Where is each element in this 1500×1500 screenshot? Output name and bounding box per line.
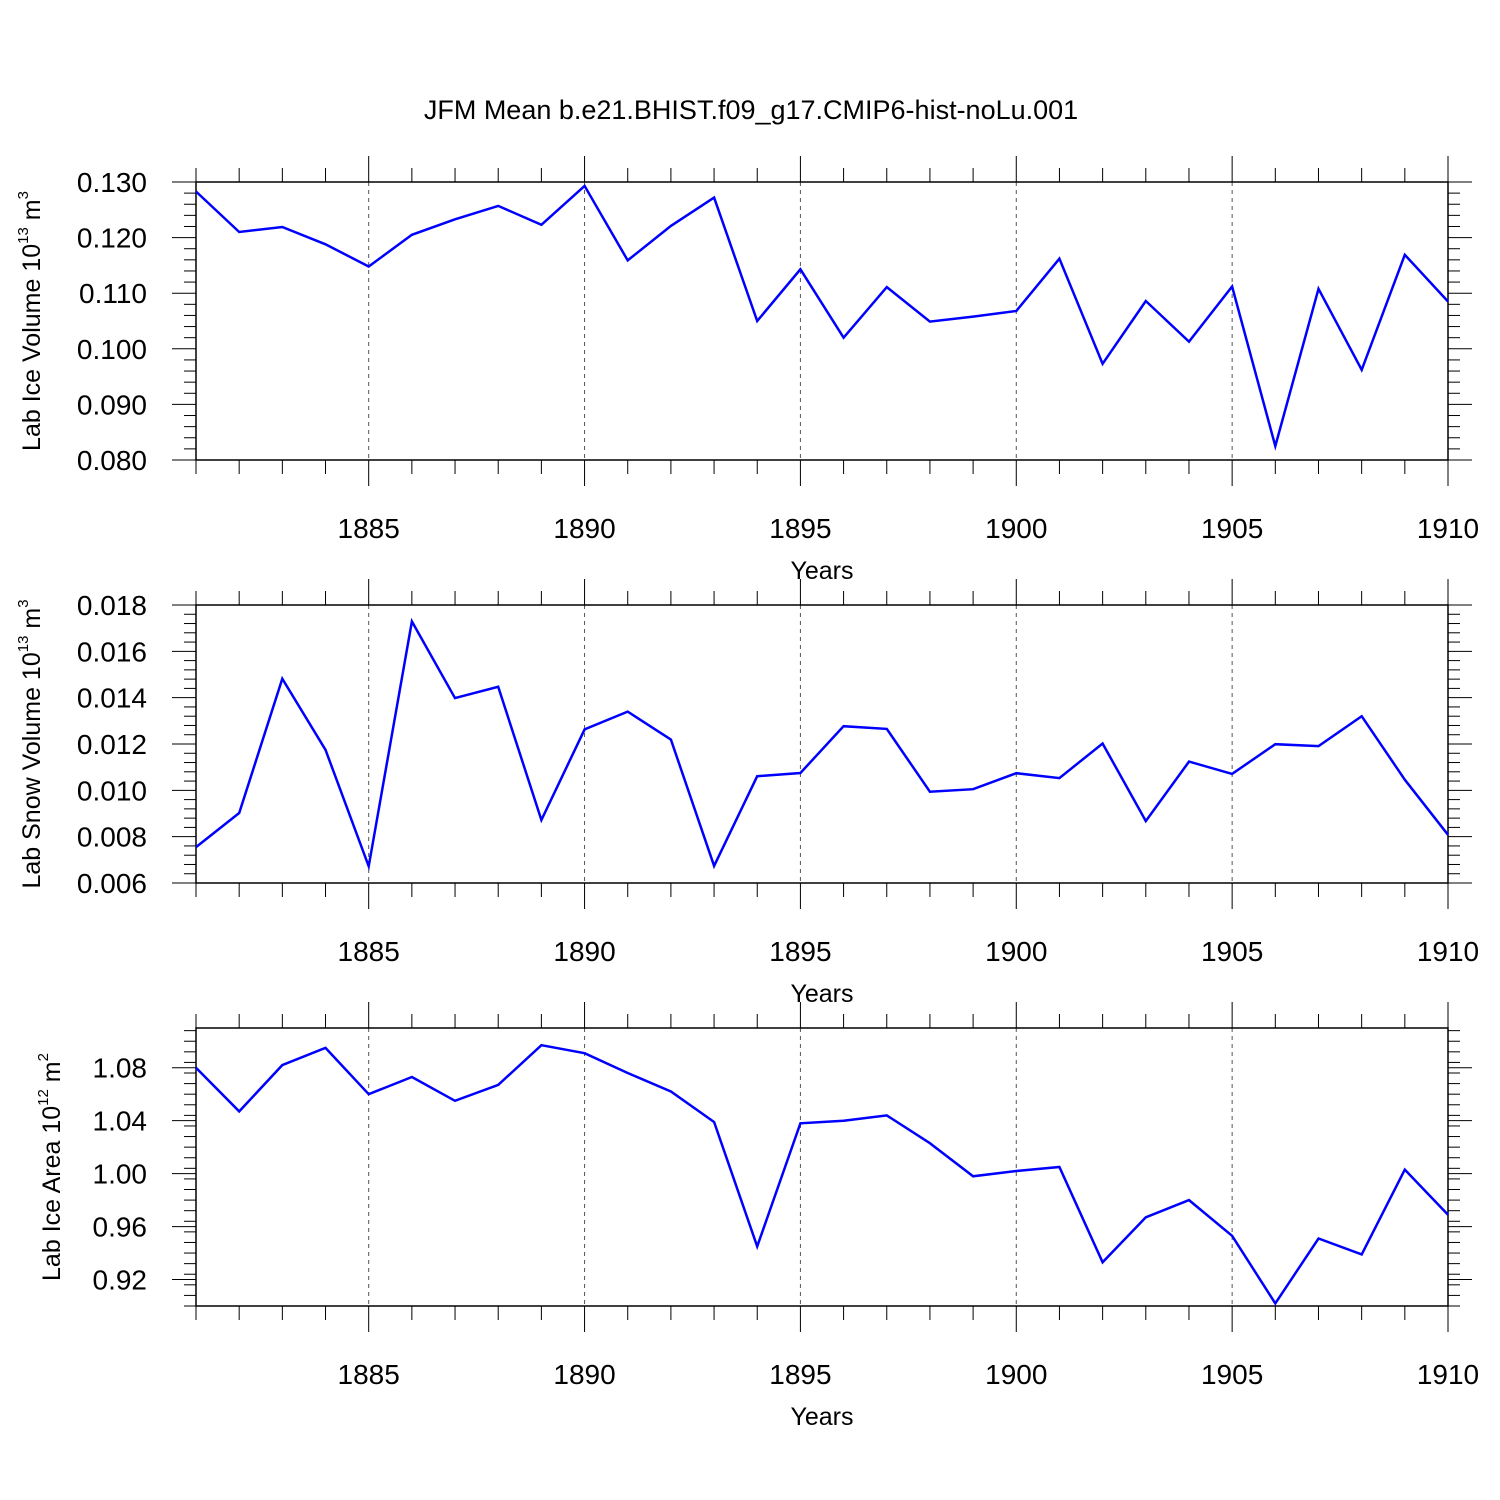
x-tick-label: 1910 — [1417, 1359, 1479, 1390]
x-tick-label: 1910 — [1417, 513, 1479, 544]
x-tick-label: 1890 — [553, 936, 615, 967]
y-tick-label: 1.04 — [93, 1106, 148, 1137]
plot-frame — [195, 604, 1449, 884]
y-axis-title-superscript: 3 — [15, 599, 32, 607]
plot-frame — [195, 181, 1449, 461]
series-line — [195, 617, 1449, 872]
x-tick-label: 1905 — [1201, 513, 1263, 544]
x-tick-label: 1885 — [338, 936, 400, 967]
x-tick-label: 1900 — [985, 1359, 1047, 1390]
y-axis-title-part: m — [18, 608, 46, 636]
x-tick-label: 1905 — [1201, 1359, 1263, 1390]
x-tick-label: 1890 — [553, 1359, 615, 1390]
y-axis-title-part: Lab Ice Area 10 — [38, 1106, 66, 1281]
x-tick-label: 1905 — [1201, 936, 1263, 967]
y-tick-label: 0.090 — [77, 389, 147, 420]
x-tick-label: 1890 — [553, 513, 615, 544]
y-axis-title-superscript: 13 — [15, 227, 32, 244]
x-axis-title: Years — [790, 1403, 853, 1431]
panel-1: 1885 1890 1895 1900 1905 1910 0.080 0.090 0.100 0… — [15, 156, 1479, 585]
y-tick-label: 0.012 — [77, 729, 147, 760]
panel-2: 1885 1890 1895 1900 1905 1910 0.006 0.008 0.010 0… — [15, 579, 1479, 1008]
y-tick-label: 0.008 — [77, 822, 147, 853]
y-axis-title: Lab Ice Volume 1013 m3 — [15, 191, 46, 451]
panel-3: 1885 1890 1895 1900 1905 1910 0.92 0.96 1.00 1.04… — [35, 1002, 1479, 1431]
series-line — [195, 183, 1449, 451]
y-tick-label: 0.006 — [77, 868, 147, 899]
y-axis-title-part: m — [38, 1061, 66, 1089]
x-axis-title: Years — [790, 557, 853, 585]
series-line — [195, 1043, 1449, 1306]
x-tick-label: 1885 — [338, 1359, 400, 1390]
y-axis-title-part: Lab Snow Volume 10 — [18, 652, 46, 888]
x-tick-label: 1895 — [769, 513, 831, 544]
y-tick-label: 1.08 — [93, 1053, 148, 1084]
y-tick-label: 0.014 — [77, 683, 147, 714]
y-tick-label: 0.100 — [77, 334, 147, 365]
x-tick-label: 1910 — [1417, 936, 1479, 967]
x-tick-label: 1900 — [985, 513, 1047, 544]
x-tick-label: 1885 — [338, 513, 400, 544]
y-tick-label: 0.080 — [77, 445, 147, 476]
y-axis-title-part: Lab Ice Volume 10 — [18, 244, 46, 451]
y-tick-label: 0.96 — [93, 1212, 148, 1243]
y-tick-label: 1.00 — [93, 1159, 148, 1190]
y-tick-label: 0.110 — [79, 278, 147, 309]
y-tick-label: 0.010 — [77, 775, 147, 806]
x-tick-label: 1895 — [769, 1359, 831, 1390]
y-axis-title: Lab Ice Area 1012 m2 — [35, 1053, 66, 1281]
y-axis-title-superscript: 13 — [15, 636, 32, 653]
x-tick-label: 1900 — [985, 936, 1047, 967]
y-axis-title-superscript: 12 — [35, 1089, 52, 1106]
y-axis-title-superscript: 3 — [15, 191, 32, 199]
panels: 1885 1890 1895 1900 1905 1910 0.080 0.090 0.100 0… — [15, 156, 1479, 1431]
y-tick-label: 0.018 — [77, 590, 147, 621]
chart-title: JFM Mean b.e21.BHIST.f09_g17.CMIP6-hist-… — [424, 95, 1078, 125]
y-tick-label: 0.120 — [77, 223, 147, 254]
y-tick-label: 0.130 — [77, 167, 147, 198]
y-axis-title-superscript: 2 — [35, 1053, 52, 1061]
y-axis-title-part: m — [18, 199, 46, 227]
x-tick-label: 1895 — [769, 936, 831, 967]
y-axis-title: Lab Snow Volume 1013 m3 — [15, 599, 46, 888]
plot-frame — [195, 1027, 1449, 1307]
y-tick-label: 0.92 — [93, 1265, 148, 1296]
x-axis-title: Years — [790, 980, 853, 1008]
y-tick-label: 0.016 — [77, 636, 147, 667]
